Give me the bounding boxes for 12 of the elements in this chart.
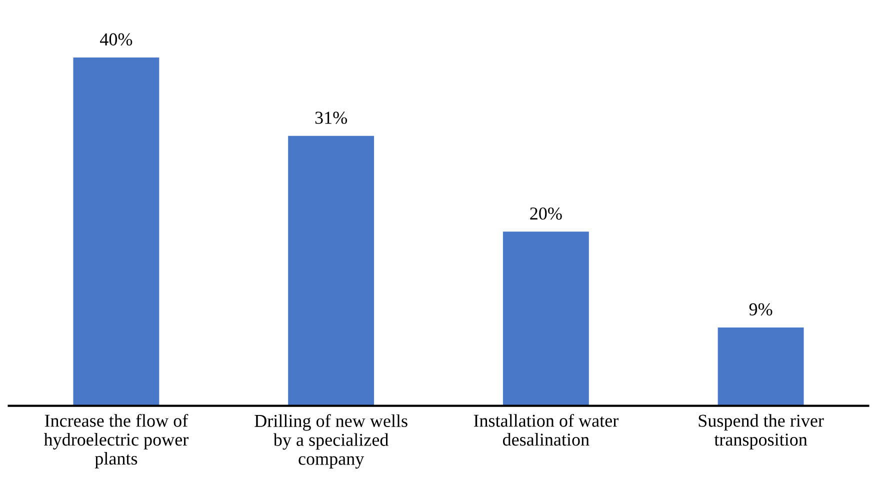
bar [502,232,589,406]
data-label: 31% [315,112,347,124]
data-label: 9% [749,303,772,316]
x-tick-label: Installation of water desalination [474,414,618,446]
bar [288,136,374,406]
x-tick-label: Suspend the river transposition [698,414,824,450]
data-label: 20% [530,207,562,220]
x-tick-label: Drilling of new wells by a specialized company [254,414,408,469]
bar [718,327,804,406]
data-label: 40% [100,33,132,46]
x-tick-label: Increase the flow of hydroelectric power plants [44,414,188,468]
bar [73,57,160,406]
